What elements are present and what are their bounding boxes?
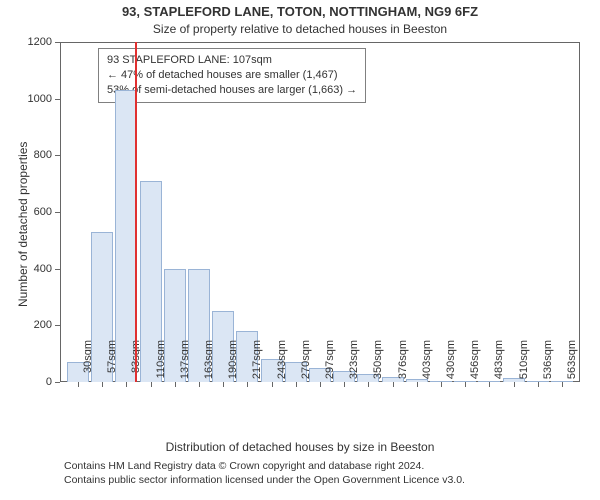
x-tick-label: 270sqm — [300, 340, 312, 390]
x-tick-mark — [78, 382, 79, 387]
y-tick-mark — [55, 325, 60, 326]
chart-frame: { "title": "93, STAPLEFORD LANE, TOTON, … — [0, 0, 600, 500]
attribution-line-2: Contains public sector information licen… — [64, 474, 465, 488]
x-tick-label: 350sqm — [372, 340, 384, 390]
x-tick-mark — [151, 382, 152, 387]
x-tick-label: 536sqm — [542, 340, 554, 390]
x-tick-mark — [272, 382, 273, 387]
info-line-2: ← 47% of detached houses are smaller (1,… — [107, 68, 357, 83]
y-tick-label: 400 — [22, 263, 52, 275]
info-line-3: 53% of semi-detached houses are larger (… — [107, 83, 357, 98]
x-tick-label: 297sqm — [324, 340, 336, 390]
y-axis-label: Number of detached properties — [16, 142, 30, 307]
x-tick-mark — [126, 382, 127, 387]
x-tick-mark — [368, 382, 369, 387]
attribution-line-1: Contains HM Land Registry data © Crown c… — [64, 460, 465, 474]
x-tick-mark — [465, 382, 466, 387]
y-tick-label: 800 — [22, 149, 52, 161]
y-tick-label: 1200 — [22, 36, 52, 48]
x-tick-mark — [441, 382, 442, 387]
y-tick-label: 600 — [22, 206, 52, 218]
x-tick-mark — [393, 382, 394, 387]
x-tick-mark — [417, 382, 418, 387]
info-line-1: 93 STAPLEFORD LANE: 107sqm — [107, 53, 357, 68]
x-tick-mark — [538, 382, 539, 387]
y-tick-mark — [55, 99, 60, 100]
x-tick-label: 403sqm — [421, 340, 433, 390]
x-tick-label: 483sqm — [493, 340, 505, 390]
x-tick-mark — [514, 382, 515, 387]
x-tick-mark — [223, 382, 224, 387]
x-tick-label: 510sqm — [518, 340, 530, 390]
x-axis-label: Distribution of detached houses by size … — [0, 440, 600, 454]
x-tick-label: 563sqm — [566, 340, 578, 390]
y-tick-label: 1000 — [22, 93, 52, 105]
x-tick-mark — [175, 382, 176, 387]
x-tick-mark — [199, 382, 200, 387]
chart-title: 93, STAPLEFORD LANE, TOTON, NOTTINGHAM, … — [0, 4, 600, 19]
y-tick-label: 200 — [22, 319, 52, 331]
x-tick-label: 456sqm — [469, 340, 481, 390]
y-tick-mark — [55, 269, 60, 270]
x-tick-mark — [562, 382, 563, 387]
x-tick-mark — [344, 382, 345, 387]
y-tick-mark — [55, 382, 60, 383]
y-tick-mark — [55, 212, 60, 213]
property-marker-line — [135, 42, 137, 382]
x-tick-mark — [320, 382, 321, 387]
chart-subtitle: Size of property relative to detached ho… — [0, 22, 600, 36]
x-tick-label: 376sqm — [397, 340, 409, 390]
info-box: 93 STAPLEFORD LANE: 107sqm ← 47% of deta… — [98, 48, 366, 103]
x-tick-mark — [296, 382, 297, 387]
x-tick-mark — [489, 382, 490, 387]
y-tick-label: 0 — [22, 376, 52, 388]
x-tick-mark — [247, 382, 248, 387]
attribution-text: Contains HM Land Registry data © Crown c… — [64, 460, 465, 487]
x-tick-label: 430sqm — [445, 340, 457, 390]
x-tick-label: 323sqm — [348, 340, 360, 390]
x-tick-mark — [102, 382, 103, 387]
y-tick-mark — [55, 155, 60, 156]
y-tick-mark — [55, 42, 60, 43]
